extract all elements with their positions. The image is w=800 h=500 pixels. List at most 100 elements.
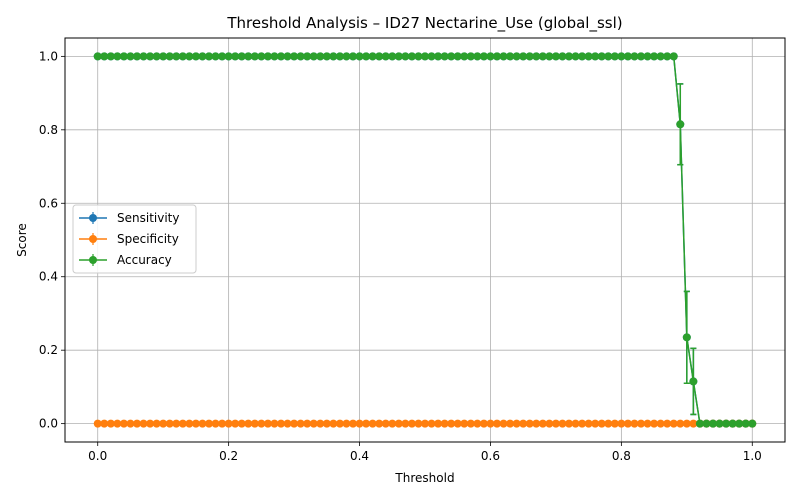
data-point (198, 52, 207, 61)
data-point (682, 419, 691, 428)
data-point (617, 419, 626, 428)
data-point (388, 52, 397, 61)
data-point (741, 419, 750, 428)
data-point (250, 419, 259, 428)
data-point (394, 52, 403, 61)
data-point (309, 52, 318, 61)
data-point (538, 52, 547, 61)
data-point (329, 419, 338, 428)
data-point (191, 419, 200, 428)
data-point (427, 52, 436, 61)
data-point (257, 419, 266, 428)
data-point (381, 52, 390, 61)
data-point (630, 419, 639, 428)
data-point (270, 419, 279, 428)
data-point (172, 52, 181, 61)
data-point (669, 419, 678, 428)
data-point (617, 52, 626, 61)
data-point (440, 419, 449, 428)
data-point (283, 419, 292, 428)
y-tick-label: 0.2 (39, 343, 58, 357)
data-point (715, 419, 724, 428)
data-point (244, 419, 253, 428)
data-point (185, 419, 194, 428)
data-point (139, 52, 148, 61)
data-point (178, 419, 187, 428)
data-point (375, 52, 384, 61)
plot-frame (64, 37, 786, 443)
data-point (198, 419, 207, 428)
data-point (126, 419, 135, 428)
data-point (584, 419, 593, 428)
data-point (205, 52, 213, 61)
data-point (623, 52, 632, 61)
data-point (656, 52, 665, 61)
data-point (512, 419, 521, 428)
data-point (191, 52, 200, 61)
data-point (263, 419, 272, 428)
data-point (702, 419, 711, 428)
data-point (637, 52, 645, 61)
data-point (545, 52, 554, 61)
legend-label: Specificity (117, 232, 179, 246)
data-point (100, 52, 109, 61)
data-point (650, 52, 659, 61)
data-point (362, 419, 371, 428)
data-point (237, 419, 246, 428)
data-point (525, 52, 534, 61)
data-point (571, 52, 580, 61)
data-point (558, 52, 567, 61)
data-point (506, 52, 515, 61)
data-point (460, 52, 469, 61)
data-point (643, 52, 652, 61)
data-point (525, 419, 534, 428)
data-point (643, 419, 652, 428)
data-point (591, 419, 600, 428)
data-point (584, 52, 593, 61)
data-point (322, 52, 331, 61)
y-tick-label: 1.0 (39, 49, 58, 63)
data-point (231, 52, 240, 61)
data-point (656, 419, 665, 428)
data-point (159, 52, 168, 61)
data-point (316, 52, 325, 61)
data-point (224, 419, 233, 428)
data-point (538, 419, 547, 428)
data-point (133, 52, 141, 61)
data-point (349, 419, 357, 428)
data-point (355, 419, 364, 428)
data-point (434, 419, 443, 428)
data-point (270, 52, 279, 61)
data-point (473, 419, 482, 428)
data-point (211, 419, 220, 428)
data-point (290, 419, 299, 428)
data-point (440, 52, 449, 61)
data-point (623, 419, 632, 428)
data-point (447, 52, 456, 61)
data-point (218, 419, 227, 428)
data-point (335, 52, 344, 61)
data-point (414, 52, 423, 61)
data-point (113, 52, 122, 61)
data-point (578, 52, 587, 61)
legend: Sensitivity Specificity Accuracy (72, 204, 197, 274)
data-point (453, 52, 462, 61)
x-tick-label: 0.6 (481, 449, 500, 463)
legend-box (72, 204, 197, 274)
data-point (689, 377, 698, 386)
data-point (250, 52, 259, 61)
data-point (676, 120, 685, 129)
legend-swatch-marker (89, 256, 97, 264)
data-point (388, 419, 397, 428)
data-point (610, 52, 619, 61)
data-point (421, 419, 429, 428)
data-point (669, 52, 678, 61)
legend-item-specificity: Specificity (79, 232, 179, 246)
data-point (597, 419, 606, 428)
data-point (146, 52, 155, 61)
x-tick-label: 1.0 (743, 449, 762, 463)
series-accuracy (93, 52, 757, 428)
legend-swatch-marker (89, 235, 97, 243)
series-group (93, 52, 757, 428)
data-point (93, 419, 102, 428)
